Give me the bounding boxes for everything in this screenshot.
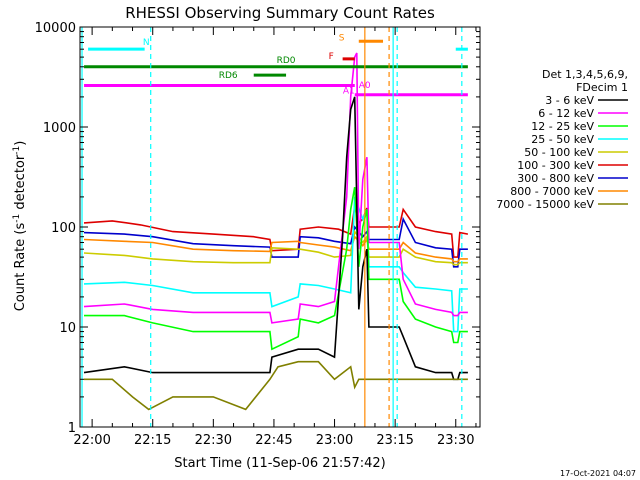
series-layer xyxy=(83,52,469,411)
flag-label-rd6: RD6 xyxy=(219,71,238,81)
x-tick-label: 22:30 xyxy=(195,433,232,448)
x-tick-label: 23:00 xyxy=(316,433,353,448)
flag-label-f: F xyxy=(329,52,334,62)
timestamp: 17-Oct-2021 04:07 xyxy=(560,469,636,478)
y-axis-label: Count Rate (s-1 detector-1) xyxy=(12,141,28,312)
legend-label-1: 6 - 12 keV xyxy=(538,107,594,120)
x-tick-label: 23:15 xyxy=(376,433,413,448)
y-tick-label: 100 xyxy=(51,221,76,236)
x-tick-label: 22:00 xyxy=(73,433,110,448)
series-line-3 xyxy=(83,229,468,266)
x-tick-label: 23:30 xyxy=(437,433,474,448)
y-tick-label: 10 xyxy=(59,321,76,336)
series-line-6 xyxy=(84,187,468,351)
y-tick-label: 10000 xyxy=(35,21,76,36)
legend-label-6: 300 - 800 keV xyxy=(517,172,594,185)
x-axis-label: Start Time (11-Sep-06 21:57:42) xyxy=(174,456,385,471)
y-axis-label-sup2: -1 xyxy=(12,146,22,155)
series-line-5 xyxy=(83,52,468,324)
series-line-7 xyxy=(83,96,468,381)
legend-label-4: 50 - 100 keV xyxy=(524,146,594,159)
flag-label-a1: A1 xyxy=(343,87,355,97)
legend-label-7: 800 - 7000 keV xyxy=(510,185,594,198)
chart-title: RHESSI Observing Summary Count Rates xyxy=(125,4,435,22)
x-tick-label: 22:45 xyxy=(255,433,292,448)
axes-layer: 1 10 100 1000 10000 22:00 22:15 22:30 22:45 23:00… xyxy=(35,21,481,448)
flag-label-s: S xyxy=(339,33,345,43)
x-tick-label: 22:15 xyxy=(134,433,171,448)
y-axis-label-main: Count Rate (s xyxy=(13,223,28,312)
y-axis-label-end: ) xyxy=(13,141,28,146)
y-tick-label: 1000 xyxy=(43,121,76,136)
series-line-2 xyxy=(83,235,468,263)
flag-label-n: N xyxy=(143,38,150,48)
y-tick-label: 1 xyxy=(68,421,76,436)
flag-label-rd0: RD0 xyxy=(277,56,296,66)
legend-label-3: 25 - 50 keV xyxy=(531,133,594,146)
series-line-8 xyxy=(84,360,468,411)
series-line-1 xyxy=(83,216,468,268)
legend-label-0: 3 - 6 keV xyxy=(545,94,594,107)
legend-header-2: FDecim 1 xyxy=(576,81,628,94)
legend-label-5: 100 - 300 keV xyxy=(517,159,594,172)
legend-label-8: 7000 - 15000 keV xyxy=(496,198,594,211)
y-axis-label-mid: detector xyxy=(13,154,28,214)
legend-header-1: Det 1,3,4,5,6,9, xyxy=(542,68,628,81)
legend-label-2: 12 - 25 keV xyxy=(531,120,594,133)
y-axis-label-sup1: -1 xyxy=(12,214,22,223)
